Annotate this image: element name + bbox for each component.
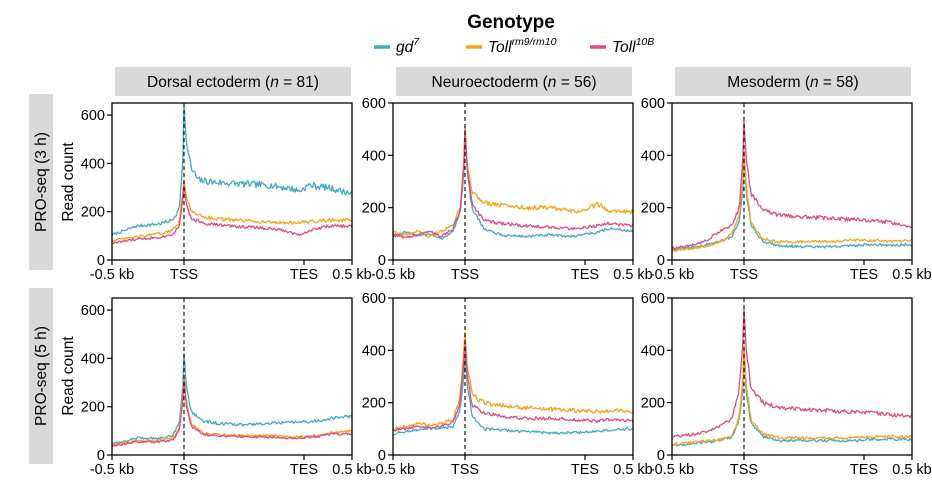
y-tick-label-600-r2c2: 600 [362, 291, 386, 307]
column-header-bg-dorsal-ectoderm [115, 67, 351, 96]
series-line-toll10b-r1c2 [392, 128, 634, 239]
series-line-tollrm9-rm10-r2c2 [392, 331, 634, 430]
y-tick-label-600-r2c1: 600 [81, 303, 105, 319]
x-tick-label-2-r1c2: TES [571, 267, 599, 283]
x-tick-label-1-r2c2: TSS [451, 462, 479, 478]
series-line-gd7-r1c1 [111, 104, 353, 236]
series-line-gd7-r2c3 [671, 354, 913, 447]
column-header-neuroectoderm: Neuroectoderm (n = 56) [432, 74, 597, 91]
x-tick-label-3-r1c3: 0.5 kb [892, 267, 932, 283]
legend: Genotype gd7 Tollrm9/rm10 Toll10B [374, 12, 654, 56]
y-tick-label-200-r2c3: 200 [641, 396, 665, 412]
x-tick-label-3-r2c1: 0.5 kb [332, 462, 372, 478]
y-tick-label-0-r2c2: 0 [378, 448, 386, 464]
y-tick-label-400-r2c2: 400 [362, 343, 386, 359]
x-tick-label-0-r1c3: -0.5 kb [650, 267, 694, 283]
plot-frame-r2c1 [111, 297, 353, 456]
series-line-gd7-r1c3 [671, 154, 913, 251]
panel-r2c1: 0 200 400 600 -0.5 kb TSS TES 0.5 kb [81, 297, 372, 478]
x-tick-label-3-r1c2: 0.5 kb [613, 267, 653, 283]
y-tick-label-200-r1c1: 200 [81, 205, 105, 221]
y-tick-label-200-r2c1: 200 [81, 400, 105, 416]
x-tick-label-0-r2c1: -0.5 kb [90, 462, 134, 478]
legend-title: Genotype [467, 12, 555, 33]
y-tick-label-200-r2c2: 200 [362, 396, 386, 412]
series-line-toll10b-r1c3 [671, 120, 913, 250]
series-line-toll10b-r2c1 [111, 379, 353, 448]
series-line-tollrm9-rm10-r2c1 [111, 374, 353, 447]
x-tick-label-2-r2c2: TES [571, 462, 599, 478]
series-line-tollrm9-rm10-r1c1 [111, 179, 353, 243]
y-tick-label-0-r1c3: 0 [657, 253, 665, 269]
series-line-tollrm9-rm10-r1c2 [392, 125, 634, 238]
row-label-3h: PRO-seq (3 h) [33, 132, 50, 232]
x-tick-label-2-r2c3: TES [850, 462, 878, 478]
x-tick-label-3-r2c2: 0.5 kb [613, 462, 653, 478]
plot-frame-r1c2 [392, 102, 634, 261]
y-tick-label-0-r2c1: 0 [97, 448, 105, 464]
x-tick-label-3-r1c1: 0.5 kb [332, 267, 372, 283]
row-label-bg-3h [29, 94, 53, 270]
legend-label-gd7: gd7 [396, 36, 420, 56]
y-tick-label-0-r2c3: 0 [657, 448, 665, 464]
y-tick-label-0-r1c2: 0 [378, 253, 386, 269]
y-tick-label-600-r2c3: 600 [641, 291, 665, 307]
y-tick-label-200-r1c2: 200 [362, 201, 386, 217]
plot-frame-r1c3 [671, 102, 913, 261]
plot-frame-r2c2 [392, 297, 634, 456]
series-line-tollrm9-rm10-r2c3 [671, 344, 913, 447]
x-tick-label-0-r1c1: -0.5 kb [90, 267, 134, 283]
x-tick-label-0-r1c2: -0.5 kb [371, 267, 415, 283]
x-tick-label-1-r1c2: TSS [451, 267, 479, 283]
ylabel-5h: Read count [60, 336, 77, 416]
y-tick-label-600-r1c3: 600 [641, 96, 665, 112]
x-tick-label-0-r2c3: -0.5 kb [650, 462, 694, 478]
row-labels: PRO-seq (3 h) Read count PRO-seq (5 h) R… [29, 94, 77, 464]
series-line-toll10b-r2c2 [392, 341, 634, 432]
column-header-bg-mesoderm [675, 67, 911, 96]
y-tick-label-400-r2c3: 400 [641, 343, 665, 359]
x-tick-label-3-r2c3: 0.5 kb [892, 462, 932, 478]
x-tick-label-2-r1c3: TES [850, 267, 878, 283]
x-tick-label-0-r2c2: -0.5 kb [371, 462, 415, 478]
column-header-mesoderm: Mesoderm (n = 58) [727, 74, 858, 91]
y-tick-label-600-r1c1: 600 [81, 108, 105, 124]
x-tick-label-2-r1c1: TES [290, 267, 318, 283]
y-tick-label-0-r1c1: 0 [97, 253, 105, 269]
row-label-5h: PRO-seq (5 h) [33, 326, 50, 426]
panel-r1c1: 0 200 400 600 -0.5 kb TSS TES 0.5 kb [81, 102, 372, 283]
series-line-gd7-r2c1 [111, 352, 353, 446]
panel-r1c3: 0 200 400 600 -0.5 kb TSS TES 0.5 kb [641, 96, 932, 283]
series-line-toll10b-r2c3 [671, 307, 913, 438]
x-tick-label-1-r1c1: TSS [170, 267, 198, 283]
column-headers: Dorsal ectoderm (n = 81) Neuroectoderm (… [115, 67, 911, 96]
legend-label-toll-10b: Toll10B [612, 36, 654, 56]
x-tick-label-1-r2c1: TSS [170, 462, 198, 478]
y-tick-label-400-r1c2: 400 [362, 148, 386, 164]
plot-frame-r2c3 [671, 297, 913, 456]
y-tick-label-400-r2c1: 400 [81, 351, 105, 367]
series-line-toll10b-r1c1 [111, 184, 353, 245]
y-tick-label-400-r1c1: 400 [81, 156, 105, 172]
x-tick-label-1-r1c3: TSS [730, 267, 758, 283]
legend-label-toll-rm9-rm10: Tollrm9/rm10 [488, 36, 557, 56]
panel-r1c2: 0 200 400 600 -0.5 kb TSS TES 0.5 kb [362, 96, 653, 283]
x-tick-label-2-r2c1: TES [290, 462, 318, 478]
panel-r2c2: 0 200 400 600 -0.5 kb TSS TES 0.5 kb [362, 291, 653, 478]
ylabel-3h: Read count [60, 142, 77, 222]
y-tick-label-200-r1c3: 200 [641, 201, 665, 217]
y-tick-label-600-r1c2: 600 [362, 96, 386, 112]
x-tick-label-1-r2c3: TSS [730, 462, 758, 478]
panel-r2c3: 0 200 400 600 -0.5 kb TSS TES 0.5 kb [641, 291, 932, 478]
column-header-dorsal-ectoderm: Dorsal ectoderm (n = 81) [147, 74, 319, 91]
y-tick-label-400-r1c3: 400 [641, 148, 665, 164]
plot-frame-r1c1 [111, 102, 353, 261]
series-line-tollrm9-rm10-r1c3 [671, 149, 913, 253]
row-label-bg-5h [29, 288, 53, 464]
column-header-bg-neuroectoderm [396, 67, 632, 96]
